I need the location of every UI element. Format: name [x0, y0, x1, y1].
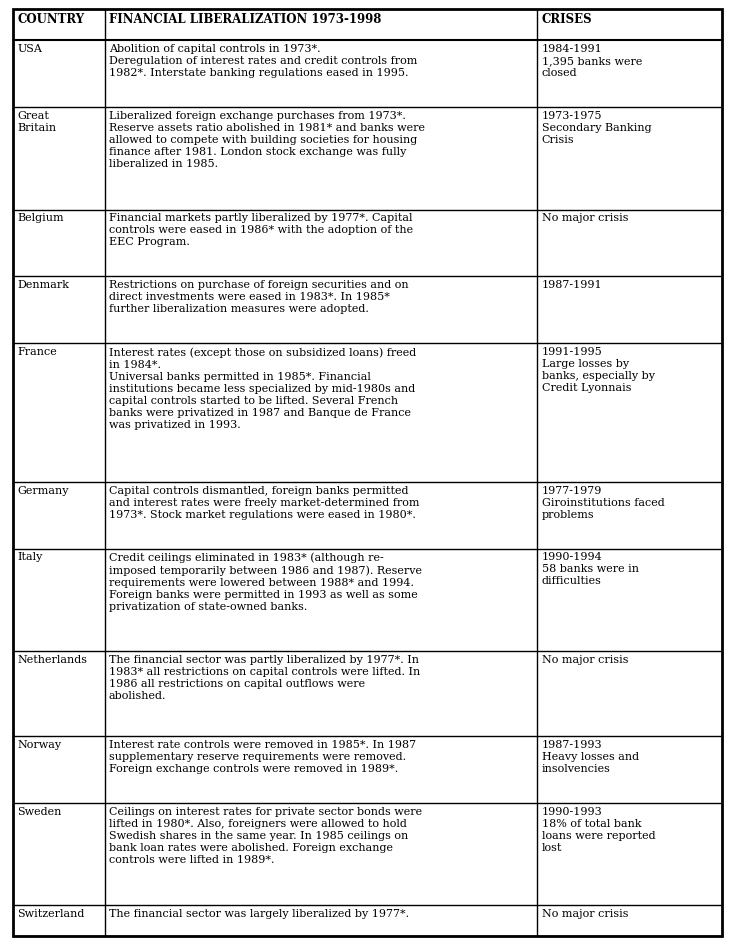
Text: 1990-1993
18% of total bank
loans were reported
lost: 1990-1993 18% of total bank loans were r…	[542, 806, 655, 853]
Text: Norway: Norway	[18, 740, 61, 750]
Text: 1984-1991
1,395 banks were
closed: 1984-1991 1,395 banks were closed	[542, 44, 642, 78]
Text: Abolition of capital controls in 1973*.
Deregulation of interest rates and credi: Abolition of capital controls in 1973*. …	[109, 44, 417, 78]
Text: Netherlands: Netherlands	[18, 655, 88, 665]
Text: Italy: Italy	[18, 552, 43, 563]
Text: Capital controls dismantled, foreign banks permitted
and interest rates were fre: Capital controls dismantled, foreign ban…	[109, 486, 420, 519]
Text: No major crisis: No major crisis	[542, 214, 628, 223]
Text: Restrictions on purchase of foreign securities and on
direct investments were ea: Restrictions on purchase of foreign secu…	[109, 280, 409, 314]
Text: Interest rates (except those on subsidized loans) freed
in 1984*.
Universal bank: Interest rates (except those on subsidiz…	[109, 347, 416, 429]
Text: 1977-1979
Giroinstitutions faced
problems: 1977-1979 Giroinstitutions faced problem…	[542, 486, 664, 519]
Text: Sweden: Sweden	[18, 806, 62, 817]
Text: No major crisis: No major crisis	[542, 909, 628, 919]
Text: Switzerland: Switzerland	[18, 909, 85, 919]
Text: The financial sector was partly liberalized by 1977*. In
1983* all restrictions : The financial sector was partly liberali…	[109, 655, 420, 701]
Text: The financial sector was largely liberalized by 1977*.: The financial sector was largely liberal…	[109, 909, 409, 919]
Text: Great
Britain: Great Britain	[18, 111, 57, 133]
Text: 1991-1995
Large losses by
banks, especially by
Credit Lyonnais: 1991-1995 Large losses by banks, especia…	[542, 347, 655, 393]
Text: Liberalized foreign exchange purchases from 1973*.
Reserve assets ratio abolishe: Liberalized foreign exchange purchases f…	[109, 111, 425, 168]
Text: 1987-1993
Heavy losses and
insolvencies: 1987-1993 Heavy losses and insolvencies	[542, 740, 639, 774]
Text: France: France	[18, 347, 57, 357]
Text: FINANCIAL LIBERALIZATION 1973-1998: FINANCIAL LIBERALIZATION 1973-1998	[109, 13, 382, 26]
Text: USA: USA	[18, 44, 42, 54]
Text: Credit ceilings eliminated in 1983* (although re-
imposed temporarily between 19: Credit ceilings eliminated in 1983* (alt…	[109, 552, 422, 612]
Text: Ceilings on interest rates for private sector bonds were
lifted in 1980*. Also, : Ceilings on interest rates for private s…	[109, 806, 422, 865]
Text: 1973-1975
Secondary Banking
Crisis: 1973-1975 Secondary Banking Crisis	[542, 111, 651, 145]
Text: COUNTRY: COUNTRY	[18, 13, 85, 26]
Text: 1990-1994
58 banks were in
difficulties: 1990-1994 58 banks were in difficulties	[542, 552, 639, 586]
Text: No major crisis: No major crisis	[542, 655, 628, 665]
Text: Denmark: Denmark	[18, 280, 69, 290]
Text: Interest rate controls were removed in 1985*. In 1987
supplementary reserve requ: Interest rate controls were removed in 1…	[109, 740, 416, 774]
Text: Belgium: Belgium	[18, 214, 64, 223]
Text: 1987-1991: 1987-1991	[542, 280, 602, 290]
Text: Germany: Germany	[18, 486, 69, 496]
Text: CRISES: CRISES	[542, 13, 592, 26]
Text: Financial markets partly liberalized by 1977*. Capital
controls were eased in 19: Financial markets partly liberalized by …	[109, 214, 413, 247]
